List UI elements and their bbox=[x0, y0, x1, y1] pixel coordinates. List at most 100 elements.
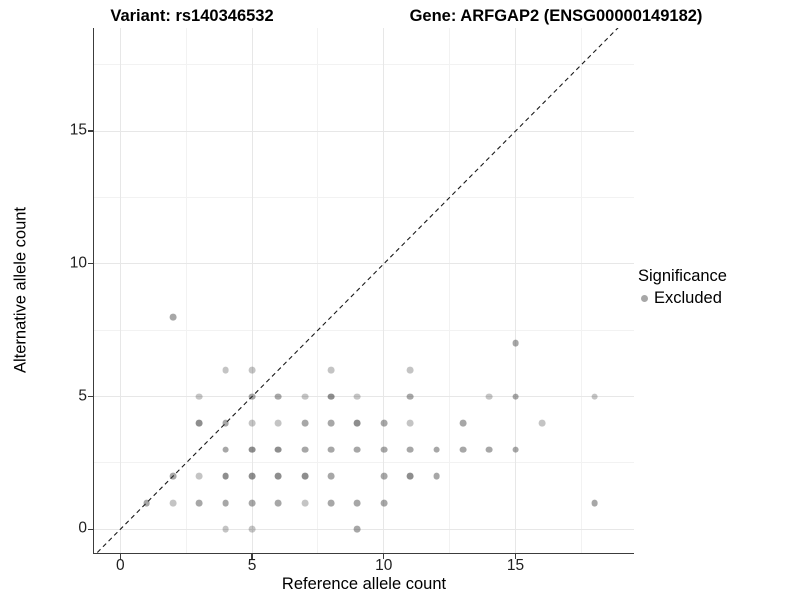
data-point bbox=[485, 393, 493, 400]
data-point bbox=[485, 446, 493, 454]
data-point bbox=[248, 446, 256, 454]
data-point bbox=[406, 472, 414, 480]
data-point bbox=[406, 419, 414, 427]
minor-gridline-x bbox=[185, 28, 187, 553]
x-tick-mark bbox=[383, 554, 385, 559]
major-gridline-y bbox=[94, 263, 634, 265]
y-tick-mark bbox=[88, 528, 93, 530]
gene-title: Gene: ARFGAP2 (ENSG00000149182) bbox=[409, 7, 703, 25]
data-point bbox=[222, 472, 230, 480]
x-tick-mark bbox=[119, 554, 121, 559]
data-point bbox=[459, 446, 467, 454]
data-point bbox=[222, 366, 230, 374]
major-gridline-y bbox=[94, 396, 634, 398]
minor-gridline-y bbox=[94, 64, 634, 66]
data-point bbox=[274, 446, 282, 454]
data-point bbox=[143, 499, 151, 507]
data-point bbox=[222, 419, 230, 427]
identity-line bbox=[96, 28, 619, 553]
minor-gridline-y bbox=[94, 196, 634, 198]
x-tick-mark bbox=[251, 554, 253, 559]
legend-title: Significance bbox=[638, 267, 727, 285]
data-point bbox=[222, 446, 230, 454]
variant-title: Variant: rs140346532 bbox=[110, 7, 274, 25]
x-tick-label: 10 bbox=[375, 557, 393, 574]
data-point bbox=[169, 499, 177, 507]
data-point bbox=[274, 419, 282, 427]
data-point bbox=[301, 393, 309, 400]
data-point bbox=[195, 472, 203, 480]
x-axis-line bbox=[92, 553, 634, 555]
data-point bbox=[380, 499, 388, 507]
minor-gridline-y bbox=[94, 462, 634, 464]
minor-gridline-x bbox=[449, 28, 451, 553]
legend-items: Excluded bbox=[638, 289, 727, 308]
legend-item: Excluded bbox=[641, 289, 727, 308]
y-tick-label: 15 bbox=[69, 121, 87, 139]
data-point bbox=[538, 419, 546, 427]
data-point bbox=[327, 393, 335, 400]
data-point bbox=[274, 472, 282, 480]
data-point bbox=[301, 472, 309, 480]
legend: Significance Excluded bbox=[638, 267, 727, 308]
x-tick-label: 0 bbox=[115, 557, 125, 574]
data-point bbox=[406, 393, 414, 400]
y-tick-label: 5 bbox=[78, 387, 87, 405]
data-point bbox=[327, 472, 335, 480]
data-point bbox=[222, 499, 230, 507]
y-tick-mark bbox=[88, 395, 93, 398]
y-tick-label: 10 bbox=[69, 254, 87, 272]
major-gridline-x bbox=[119, 28, 121, 553]
data-point bbox=[354, 419, 361, 427]
data-point bbox=[274, 393, 282, 400]
data-point bbox=[380, 446, 388, 454]
legend-item-label: Excluded bbox=[654, 289, 722, 307]
data-point bbox=[248, 366, 256, 374]
data-point bbox=[354, 525, 361, 533]
data-point bbox=[327, 419, 335, 427]
data-point bbox=[222, 525, 230, 533]
data-point bbox=[248, 525, 256, 533]
major-gridline-y bbox=[94, 130, 634, 132]
data-point bbox=[195, 393, 203, 400]
data-point bbox=[301, 419, 309, 427]
x-tick-label: 5 bbox=[247, 557, 257, 574]
major-gridline-x bbox=[515, 28, 517, 553]
data-point bbox=[406, 366, 414, 374]
y-axis-line bbox=[92, 28, 94, 555]
data-point bbox=[591, 393, 598, 400]
data-point bbox=[512, 446, 519, 454]
data-point bbox=[512, 393, 519, 400]
plot-panel bbox=[94, 28, 634, 553]
data-point bbox=[248, 419, 256, 427]
data-point bbox=[433, 472, 440, 480]
major-gridline-x bbox=[251, 28, 253, 553]
data-point bbox=[327, 446, 335, 454]
minor-gridline-x bbox=[580, 28, 582, 553]
data-point bbox=[327, 366, 335, 374]
data-point bbox=[354, 393, 361, 400]
x-tick-mark bbox=[514, 554, 517, 559]
data-point bbox=[248, 472, 256, 480]
data-point bbox=[169, 313, 177, 321]
data-point bbox=[591, 499, 598, 507]
minor-gridline-y bbox=[94, 329, 634, 331]
data-point bbox=[406, 446, 414, 454]
data-point bbox=[354, 446, 361, 454]
data-point bbox=[354, 499, 361, 507]
data-point bbox=[195, 499, 203, 507]
data-point bbox=[327, 499, 335, 507]
data-point bbox=[274, 499, 282, 507]
data-point bbox=[301, 499, 309, 507]
x-tick-label: 15 bbox=[506, 557, 525, 574]
y-tick-label: 0 bbox=[78, 519, 87, 537]
data-point bbox=[459, 419, 467, 427]
identity-dashed-line bbox=[96, 28, 619, 553]
y-tick-mark bbox=[88, 263, 93, 265]
data-point bbox=[195, 419, 203, 427]
data-point bbox=[512, 340, 519, 347]
x-axis-label: Reference allele count bbox=[281, 575, 447, 593]
data-point bbox=[248, 393, 256, 400]
data-point bbox=[301, 446, 309, 454]
